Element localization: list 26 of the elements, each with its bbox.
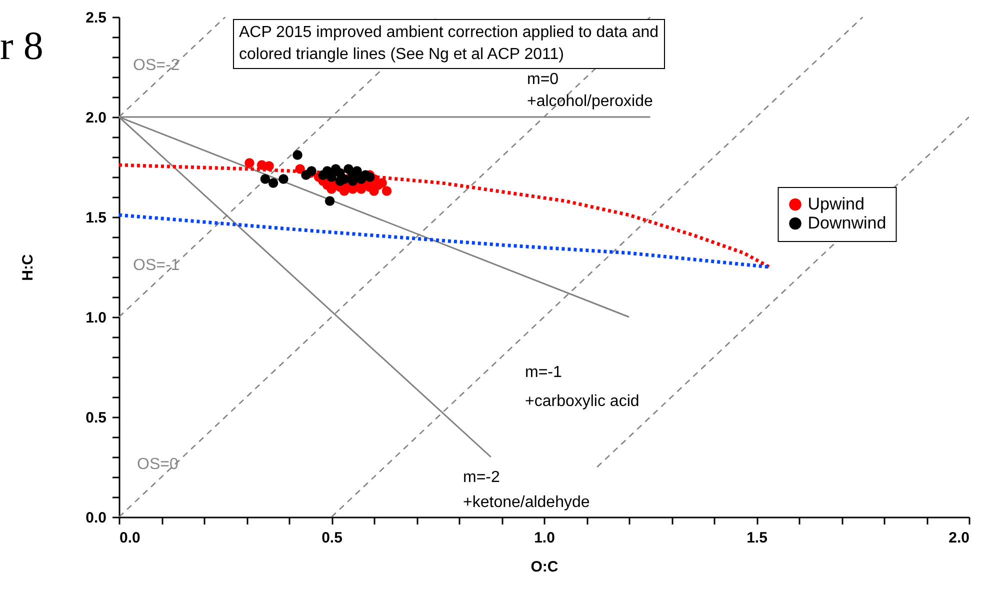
annotation: m=0 <box>527 71 559 89</box>
y-tick-label: 2.5 <box>86 10 106 26</box>
legend-label: Upwind <box>808 194 864 214</box>
x-tick-label: 2.0 <box>948 530 970 546</box>
x-axis-title: O:C <box>530 558 558 576</box>
note-box: ACP 2015 improved ambient correction applied to data and colored triangle lines (See Ng et al ACP 2011) <box>233 19 665 69</box>
annotation: OS=-1 <box>133 257 180 275</box>
y-tick-label: 1.0 <box>86 310 106 326</box>
annotation: +ketone/aldehyde <box>463 494 590 512</box>
y-tick-label: 2.0 <box>86 110 106 126</box>
y-tick-label: 0.5 <box>86 410 106 426</box>
legend-label: Downwind <box>808 214 886 232</box>
x-tick-label: 1.5 <box>746 530 768 546</box>
annotation: +alcohol/peroxide <box>527 93 653 111</box>
y-tick-label: 1.5 <box>86 210 106 226</box>
x-tick-label: 0.5 <box>322 530 342 546</box>
annotation: m=-1 <box>525 364 562 382</box>
annotation: OS=0 <box>137 456 178 474</box>
y-axis-title: H:C <box>20 254 37 281</box>
x-tick-label: 1.0 <box>534 530 555 546</box>
annotation: +carboxylic acid <box>525 393 640 411</box>
annotation: OS=-2 <box>133 57 180 75</box>
y-tick-label: 0.0 <box>86 510 106 526</box>
x-tick-label: 0.0 <box>120 530 140 546</box>
text: r 8 <box>0 23 44 68</box>
annotation: m=-2 <box>463 469 500 487</box>
